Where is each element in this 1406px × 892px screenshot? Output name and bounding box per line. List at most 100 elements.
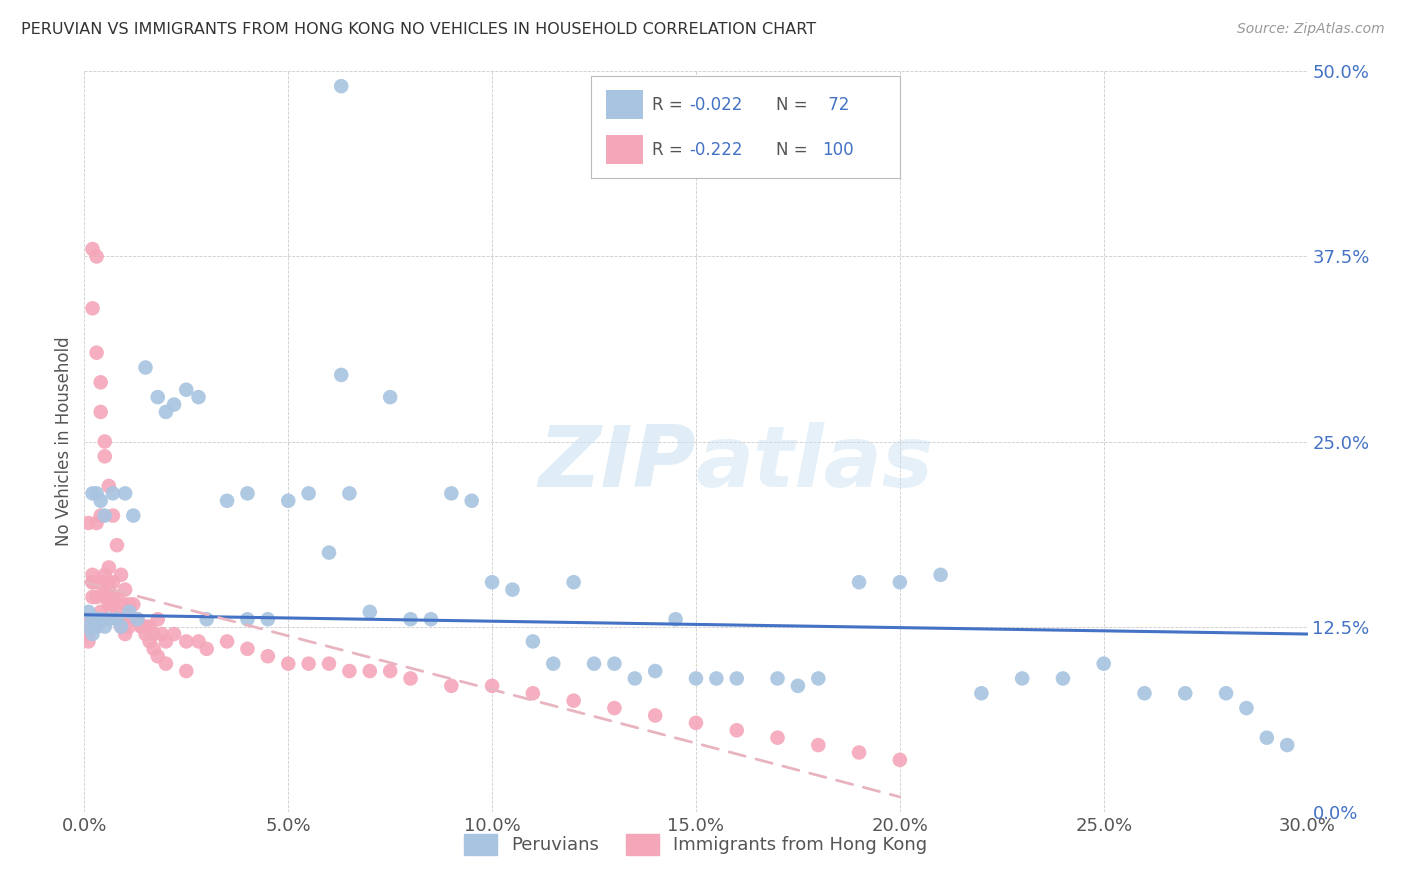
Point (82, 575, 104, 590)
Point (122, 612, 145, 626)
Point (93, 612, 115, 626)
Text: atlas: atlas (696, 422, 934, 505)
Legend: Peruvians, Immigrants from Hong Kong: Peruvians, Immigrants from Hong Kong (464, 834, 928, 855)
Point (90, 508, 112, 523)
Point (101, 590, 124, 604)
Point (138, 619, 160, 633)
Point (257, 612, 280, 626)
Point (380, 390, 402, 404)
Point (86, 612, 108, 626)
Point (82, 612, 104, 626)
Point (766, 731, 789, 745)
Point (624, 672, 647, 686)
Point (122, 598, 145, 612)
Point (118, 619, 141, 633)
Point (97, 598, 120, 612)
Point (174, 664, 197, 678)
Point (1256, 731, 1278, 745)
Point (1174, 686, 1197, 700)
Point (127, 612, 149, 626)
Point (105, 612, 128, 626)
Point (174, 383, 197, 397)
Point (1215, 686, 1237, 700)
Point (142, 641, 165, 656)
Point (82, 627, 104, 641)
Point (150, 627, 173, 641)
Point (90, 612, 112, 626)
Point (93, 590, 115, 604)
Point (889, 753, 911, 767)
Text: PERUVIAN VS IMMIGRANTS FROM HONG KONG NO VEHICLES IN HOUSEHOLD CORRELATION CHART: PERUVIAN VS IMMIGRANTS FROM HONG KONG NO… (21, 22, 817, 37)
Point (93, 508, 115, 523)
Point (114, 627, 136, 641)
Point (174, 634, 197, 648)
Point (82, 301, 104, 316)
Text: R =: R = (652, 141, 683, 159)
Point (86, 612, 108, 626)
Point (330, 368, 353, 382)
Text: N =: N = (776, 141, 807, 159)
Point (82, 575, 104, 590)
Point (93, 434, 115, 449)
Point (110, 619, 132, 633)
Point (187, 390, 209, 404)
Point (86, 619, 108, 633)
Point (848, 575, 870, 590)
Point (970, 686, 993, 700)
Point (114, 486, 136, 500)
Point (110, 619, 132, 633)
Point (138, 634, 160, 648)
Point (86, 612, 108, 626)
Text: R =: R = (652, 95, 683, 113)
Point (82, 242, 104, 256)
Point (420, 612, 443, 626)
Point (1052, 672, 1074, 686)
Point (77, 634, 100, 648)
Point (502, 582, 524, 597)
Point (93, 619, 115, 633)
Point (440, 486, 463, 500)
Point (685, 715, 707, 730)
FancyBboxPatch shape (606, 90, 643, 119)
Point (82, 612, 104, 626)
Point (522, 686, 544, 700)
Point (1236, 701, 1258, 715)
Point (380, 664, 402, 678)
Point (339, 664, 361, 678)
Point (603, 657, 626, 671)
Point (101, 486, 124, 500)
FancyBboxPatch shape (606, 136, 643, 164)
Point (127, 612, 149, 626)
Point (318, 657, 340, 671)
Point (298, 486, 321, 500)
Point (644, 708, 666, 723)
Text: N =: N = (776, 95, 807, 113)
Point (766, 672, 789, 686)
Point (195, 612, 218, 626)
Text: ZIP: ZIP (538, 422, 696, 505)
Point (195, 641, 218, 656)
Point (807, 738, 830, 752)
Point (277, 493, 299, 508)
Point (725, 672, 748, 686)
Point (90, 612, 112, 626)
Point (97, 582, 120, 597)
Point (82, 486, 104, 500)
Point (146, 612, 169, 626)
Point (131, 619, 153, 633)
Point (93, 575, 115, 590)
Point (86, 486, 108, 500)
Text: 72: 72 (823, 95, 849, 113)
Point (82, 590, 104, 604)
Point (86, 345, 108, 359)
Point (127, 612, 149, 626)
Point (86, 619, 108, 633)
Point (90, 493, 112, 508)
Point (1133, 686, 1156, 700)
Point (1277, 738, 1299, 752)
Point (86, 250, 108, 264)
Point (217, 493, 239, 508)
Point (155, 634, 177, 648)
Point (155, 657, 177, 671)
Text: -0.022: -0.022 (689, 95, 742, 113)
